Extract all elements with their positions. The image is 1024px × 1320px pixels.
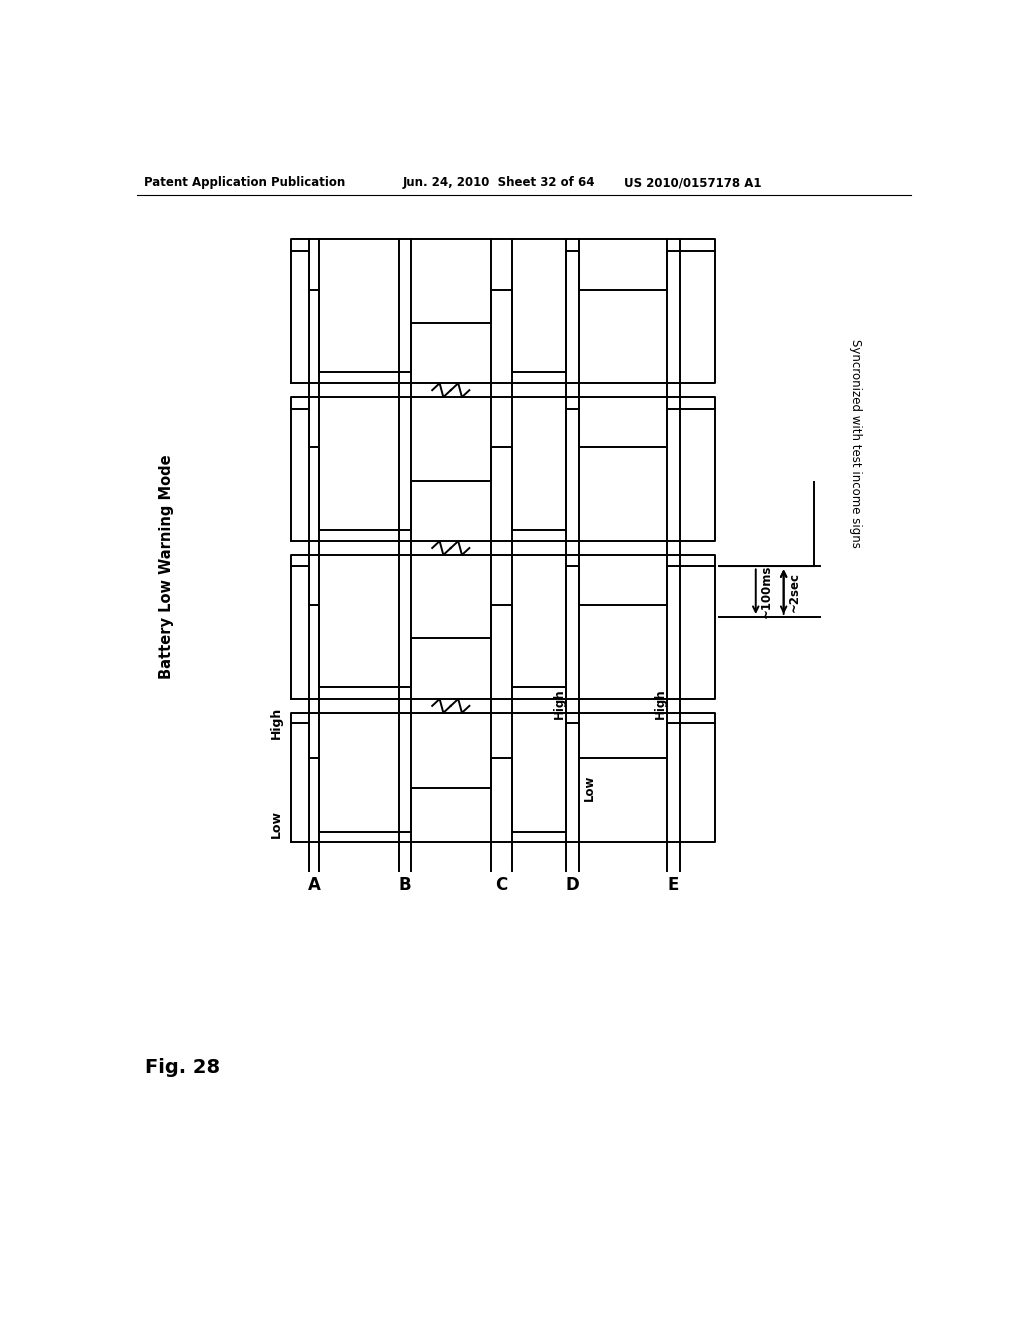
Text: High: High [270,708,283,739]
Text: A: A [307,876,321,894]
Text: C: C [495,876,507,894]
Text: Syncronized with test income signs: Syncronized with test income signs [849,339,862,548]
Text: Battery Low Warning Mode: Battery Low Warning Mode [160,454,174,678]
Text: B: B [398,876,412,894]
Text: Fig. 28: Fig. 28 [145,1057,220,1077]
Text: Low: Low [583,775,596,801]
Text: High: High [553,689,566,719]
Text: High: High [654,689,667,719]
Text: Patent Application Publication: Patent Application Publication [143,176,345,189]
Text: D: D [565,876,580,894]
Text: Jun. 24, 2010  Sheet 32 of 64: Jun. 24, 2010 Sheet 32 of 64 [403,176,596,189]
Text: E: E [668,876,679,894]
Text: Low: Low [270,810,283,838]
Text: ~100ms: ~100ms [760,565,773,618]
Text: US 2010/0157178 A1: US 2010/0157178 A1 [624,176,762,189]
Text: ~2sec: ~2sec [787,572,801,611]
